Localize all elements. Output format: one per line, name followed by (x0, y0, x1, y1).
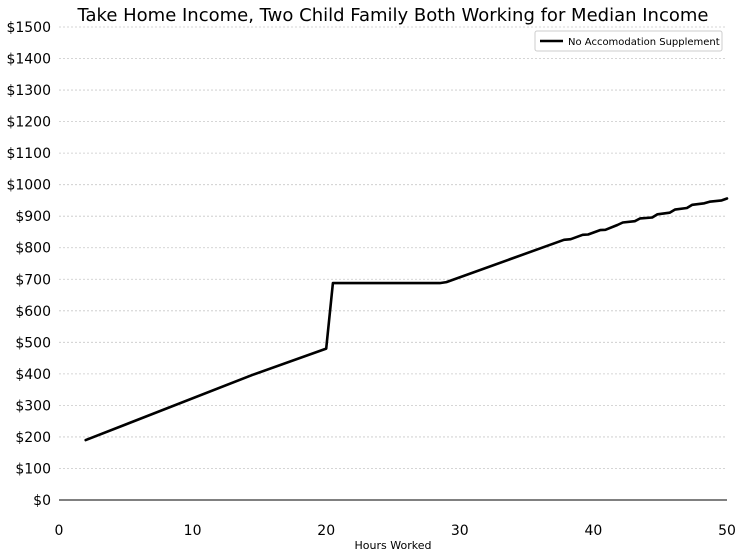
x-tick-label: 0 (55, 523, 64, 539)
y-tick-label: $300 (15, 398, 51, 414)
x-axis-ticks: 0 10 20 30 40 50 (55, 523, 736, 539)
legend-box (534, 30, 723, 52)
y-tick-label: $700 (15, 272, 51, 288)
gridlines (59, 26, 727, 469)
chart-title: Take Home Income, Two Child Family Both … (76, 5, 708, 26)
y-tick-label: $800 (15, 241, 51, 257)
y-tick-label: $1200 (6, 115, 51, 131)
x-tick-label: 40 (584, 523, 602, 539)
y-tick-label: $1000 (6, 178, 51, 194)
y-tick-label: $600 (15, 304, 51, 320)
series-lines (84, 197, 729, 442)
series-line-0 (84, 197, 729, 442)
y-tick-label: $200 (15, 430, 51, 446)
y-tick-label: $1100 (6, 146, 51, 162)
y-tick-label: $500 (15, 335, 51, 351)
legend: No Accomodation Supplement (534, 30, 723, 52)
x-tick-label: 10 (184, 523, 202, 539)
y-tick-label: $900 (15, 209, 51, 225)
x-tick-label: 50 (718, 523, 736, 539)
y-tick-label: $1500 (6, 20, 51, 36)
x-tick-label: 20 (317, 523, 335, 539)
y-tick-label: $0 (33, 493, 51, 509)
y-tick-label: $100 (15, 461, 51, 477)
y-tick-label: $1300 (6, 83, 51, 99)
y-axis-ticks: $0 $100 $200 $300 $400 $500 $600 $700 $800 $900 $1… (6, 20, 51, 509)
x-tick-label: 30 (451, 523, 469, 539)
legend-entry-label: No Accomodation Supplement (568, 37, 720, 48)
y-tick-label: $1400 (6, 52, 51, 68)
x-axis-label: Hours Worked (355, 539, 432, 552)
y-tick-label: $400 (15, 367, 51, 383)
